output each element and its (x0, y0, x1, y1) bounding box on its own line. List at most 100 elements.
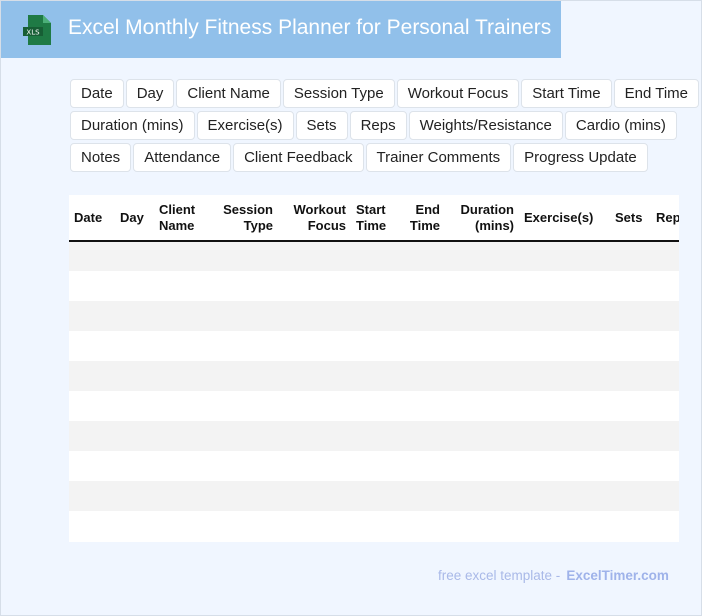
table-cell[interactable] (69, 331, 115, 361)
table-cell[interactable] (69, 271, 115, 301)
table-cell[interactable] (398, 421, 445, 451)
table-cell[interactable] (519, 271, 610, 301)
table-cell[interactable] (115, 421, 154, 451)
field-tag[interactable]: Day (125, 79, 175, 108)
table-cell[interactable] (519, 511, 610, 541)
table-cell[interactable] (610, 421, 651, 451)
table-cell[interactable] (445, 451, 519, 481)
field-tag[interactable]: End Time (613, 79, 700, 108)
field-tag[interactable]: Attendance (133, 143, 232, 172)
field-tag[interactable]: Reps (349, 111, 407, 140)
table-cell[interactable] (115, 331, 154, 361)
field-tag[interactable]: Exercise(s) (196, 111, 294, 140)
table-cell[interactable] (398, 241, 445, 271)
table-cell[interactable] (445, 301, 519, 331)
field-tag[interactable]: Session Type (282, 79, 395, 108)
table-cell[interactable] (154, 241, 209, 271)
table-cell[interactable] (445, 361, 519, 391)
table-cell[interactable] (398, 271, 445, 301)
table-cell[interactable] (610, 331, 651, 361)
table-cell[interactable] (154, 301, 209, 331)
table-cell[interactable] (154, 361, 209, 391)
table-cell[interactable] (445, 421, 519, 451)
table-cell[interactable] (209, 241, 278, 271)
table-cell[interactable] (398, 361, 445, 391)
table-cell[interactable] (351, 241, 398, 271)
table-cell[interactable] (209, 301, 278, 331)
table-cell[interactable] (115, 361, 154, 391)
table-cell[interactable] (351, 511, 398, 541)
table-cell[interactable] (278, 301, 351, 331)
field-tag[interactable]: Duration (mins) (70, 111, 195, 140)
table-cell[interactable] (610, 241, 651, 271)
table-cell[interactable] (278, 361, 351, 391)
table-cell[interactable] (69, 361, 115, 391)
table-cell[interactable] (610, 481, 651, 511)
table-cell[interactable] (651, 361, 679, 391)
table-cell[interactable] (519, 241, 610, 271)
table-cell[interactable] (519, 301, 610, 331)
table-cell[interactable] (651, 511, 679, 541)
table-cell[interactable] (154, 481, 209, 511)
table-cell[interactable] (651, 271, 679, 301)
table-cell[interactable] (154, 331, 209, 361)
table-cell[interactable] (209, 421, 278, 451)
table-cell[interactable] (69, 301, 115, 331)
table-cell[interactable] (445, 331, 519, 361)
table-cell[interactable] (154, 451, 209, 481)
table-cell[interactable] (278, 391, 351, 421)
table-cell[interactable] (610, 361, 651, 391)
table-cell[interactable] (519, 361, 610, 391)
table-cell[interactable] (651, 451, 679, 481)
brand-link[interactable]: ExcelTimer.com (566, 568, 669, 583)
table-cell[interactable] (115, 301, 154, 331)
table-cell[interactable] (351, 331, 398, 361)
table-cell[interactable] (69, 421, 115, 451)
field-tag[interactable]: Start Time (521, 79, 612, 108)
field-tag[interactable]: Client Name (176, 79, 281, 108)
table-cell[interactable] (398, 451, 445, 481)
table-cell[interactable] (651, 481, 679, 511)
table-cell[interactable] (115, 481, 154, 511)
table-cell[interactable] (651, 241, 679, 271)
table-cell[interactable] (115, 241, 154, 271)
table-cell[interactable] (209, 481, 278, 511)
table-cell[interactable] (351, 361, 398, 391)
table-cell[interactable] (278, 241, 351, 271)
table-cell[interactable] (610, 451, 651, 481)
table-cell[interactable] (154, 391, 209, 421)
table-cell[interactable] (445, 391, 519, 421)
table-cell[interactable] (115, 511, 154, 541)
table-cell[interactable] (278, 511, 351, 541)
field-tag[interactable]: Weights/Resistance (408, 111, 563, 140)
table-cell[interactable] (519, 451, 610, 481)
table-cell[interactable] (69, 391, 115, 421)
table-cell[interactable] (69, 511, 115, 541)
table-cell[interactable] (398, 511, 445, 541)
table-cell[interactable] (398, 331, 445, 361)
table-cell[interactable] (610, 511, 651, 541)
table-cell[interactable] (278, 331, 351, 361)
table-cell[interactable] (519, 421, 610, 451)
field-tag[interactable]: Date (70, 79, 124, 108)
table-cell[interactable] (209, 511, 278, 541)
field-tag[interactable]: Notes (70, 143, 132, 172)
table-cell[interactable] (610, 301, 651, 331)
table-cell[interactable] (154, 511, 209, 541)
table-cell[interactable] (651, 331, 679, 361)
table-cell[interactable] (351, 451, 398, 481)
field-tag[interactable]: Trainer Comments (365, 143, 512, 172)
table-cell[interactable] (209, 451, 278, 481)
table-cell[interactable] (209, 271, 278, 301)
table-cell[interactable] (445, 271, 519, 301)
field-tag[interactable]: Sets (295, 111, 348, 140)
table-cell[interactable] (398, 481, 445, 511)
table-cell[interactable] (351, 391, 398, 421)
table-cell[interactable] (351, 301, 398, 331)
table-cell[interactable] (398, 301, 445, 331)
table-cell[interactable] (519, 391, 610, 421)
table-cell[interactable] (278, 421, 351, 451)
table-cell[interactable] (69, 451, 115, 481)
field-tag[interactable]: Progress Update (513, 143, 648, 172)
table-cell[interactable] (154, 271, 209, 301)
